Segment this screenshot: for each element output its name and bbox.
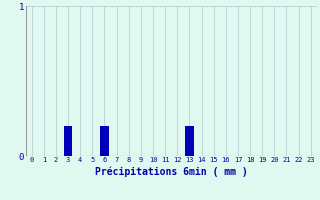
Bar: [64, 126, 72, 156]
X-axis label: Précipitations 6min ( mm ): Précipitations 6min ( mm ): [95, 166, 248, 177]
Bar: [100, 126, 109, 156]
Bar: [185, 126, 194, 156]
